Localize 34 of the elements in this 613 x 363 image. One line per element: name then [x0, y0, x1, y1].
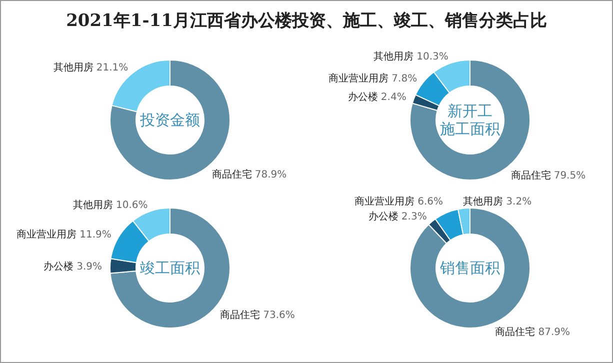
text: 2021年1-11月江西省办公楼投资、施工、竣工、销售分类占比 — [66, 11, 547, 31]
text: 销售面积 — [439, 259, 500, 277]
slice-label: 办公楼 — [348, 92, 378, 104]
data-label: 78.9% — [254, 170, 287, 181]
data-label: 7.8% — [392, 73, 418, 84]
slice-label: 商品住宅 — [220, 310, 260, 321]
text: 新开工施工面积 — [440, 102, 500, 138]
data-label: 6.6% — [418, 196, 443, 208]
text: 竣工面积 — [140, 259, 200, 277]
donut-slice — [110, 208, 230, 328]
slice-label: 商品住宅 — [495, 327, 536, 338]
slice-label: 商品住宅 — [510, 170, 551, 182]
slice-label: 商品住宅 — [212, 170, 252, 181]
slice-label: 商业营业用房 — [16, 230, 77, 241]
slice-label: 办公楼 — [368, 211, 398, 222]
data-label: 10.6% — [116, 200, 148, 211]
data-label: 21.1% — [96, 62, 128, 74]
data-label: 2.4% — [380, 92, 406, 104]
slice-label: 办公楼 — [44, 262, 74, 273]
slice-label: 其他用房 — [463, 196, 504, 208]
text: 投资金额 — [139, 111, 200, 129]
slice-label: 其他用房 — [374, 52, 414, 63]
slice-label: 其他用房 — [72, 200, 113, 211]
data-label: 87.9% — [538, 327, 570, 338]
data-label: 79.5% — [554, 170, 586, 182]
slice-label: 其他用房 — [53, 62, 94, 74]
data-label: 3.9% — [76, 262, 102, 273]
data-label: 11.9% — [80, 230, 112, 241]
slice-label: 商业营业用房 — [328, 73, 389, 84]
slice-label: 商业营业用房 — [354, 196, 415, 208]
data-label: 3.2% — [506, 196, 532, 208]
data-label: 10.3% — [416, 52, 448, 63]
data-label: 2.3% — [401, 211, 427, 222]
data-label: 73.6% — [263, 310, 295, 321]
